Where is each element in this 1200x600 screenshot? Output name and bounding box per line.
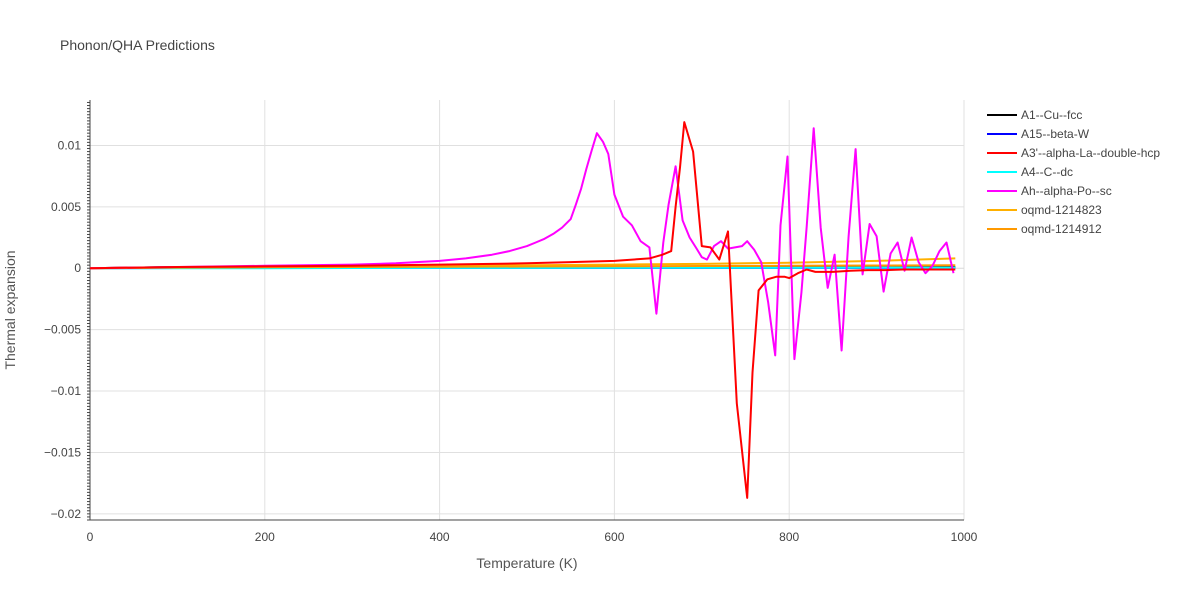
- y-tick-label: 0.005: [51, 200, 81, 214]
- x-tick-label: 800: [779, 530, 799, 544]
- y-tick-label: −0.01: [51, 384, 82, 398]
- legend-label: A4--C--dc: [1021, 165, 1073, 179]
- x-tick-label: 200: [255, 530, 275, 544]
- grid: [90, 100, 965, 520]
- legend-item[interactable]: oqmd-1214912: [987, 222, 1102, 236]
- y-tick-label: −0.005: [44, 323, 81, 337]
- legend-label: A15--beta-W: [1021, 127, 1090, 141]
- axes: 0 200 400 600 800 1000 −0.02 −0.015 −0.01 −0.005 0…: [44, 100, 978, 544]
- legend-item[interactable]: A3'--alpha-La--double-hcp: [987, 146, 1160, 160]
- x-tick-label: 1000: [951, 530, 978, 544]
- legend-label: A1--Cu--fcc: [1021, 108, 1082, 122]
- x-tick-label: 400: [430, 530, 450, 544]
- legend-label: oqmd-1214823: [1021, 203, 1102, 217]
- y-axis-title: Thermal expansion: [2, 250, 18, 369]
- series-line-ah-alpha-po-sc: [89, 127, 955, 361]
- x-tick-label: 600: [604, 530, 624, 544]
- legend-item[interactable]: Ah--alpha-Po--sc: [987, 184, 1112, 198]
- y-tick-label: −0.015: [44, 445, 81, 459]
- legend-item[interactable]: A4--C--dc: [987, 165, 1073, 179]
- legend-label: Ah--alpha-Po--sc: [1021, 184, 1112, 198]
- x-tick-label: 0: [87, 530, 94, 544]
- legend-item[interactable]: oqmd-1214823: [987, 203, 1102, 217]
- y-tick-label: 0: [74, 261, 81, 275]
- legend[interactable]: A1--Cu--fcc A15--beta-W A3'--alpha-La--dou…: [987, 108, 1160, 236]
- y-tick-label: −0.02: [51, 507, 82, 521]
- chart-title: Phonon/QHA Predictions: [60, 37, 215, 53]
- legend-label: oqmd-1214912: [1021, 222, 1102, 236]
- y-tick-label: 0.01: [58, 138, 82, 152]
- legend-item[interactable]: A15--beta-W: [987, 127, 1090, 141]
- legend-item[interactable]: A1--Cu--fcc: [987, 108, 1082, 122]
- legend-label: A3'--alpha-La--double-hcp: [1021, 146, 1160, 160]
- plot-area: [89, 121, 956, 499]
- series-line-a3-alpha-la-double-hcp: [89, 121, 956, 499]
- x-axis-title: Temperature (K): [476, 555, 577, 571]
